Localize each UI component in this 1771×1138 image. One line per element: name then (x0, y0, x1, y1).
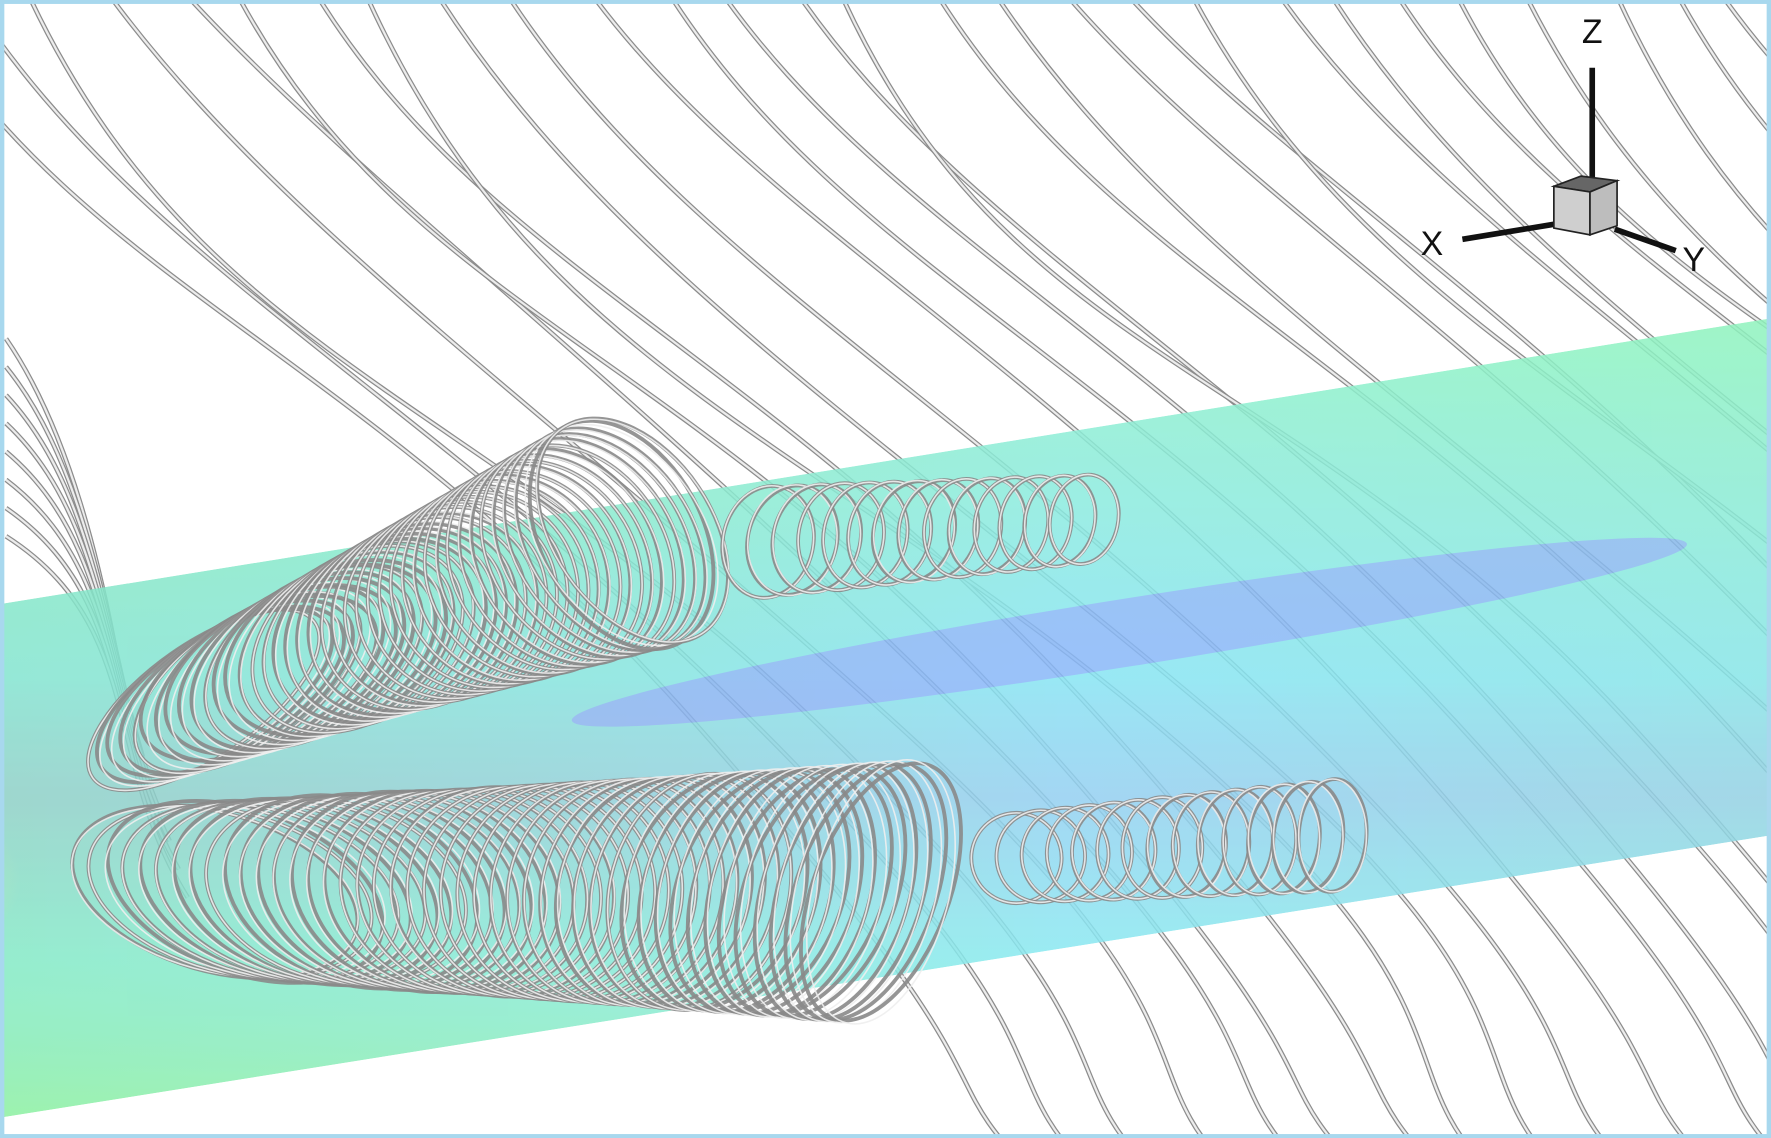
vortex-loop-highlight (535, 418, 730, 643)
y-axis-label: Y (1683, 241, 1706, 279)
vortex-loop-highlight (789, 760, 943, 1024)
vortex-loop-highlight (805, 759, 957, 1025)
vortex-loop-highlight (1071, 801, 1157, 901)
vortex-loop-highlight (721, 484, 815, 599)
vortex-loop-highlight (847, 480, 932, 586)
vortex-loop-highlight (1046, 804, 1133, 902)
vortex-loop-highlight (513, 429, 708, 650)
vortex-loop-highlight (423, 470, 622, 678)
streamline-highlight (1526, 0, 1771, 307)
vortex-loop-highlight (872, 479, 956, 584)
vortex-loop-highlight (772, 483, 862, 594)
streamline-highlight (1458, 0, 1771, 331)
vortex-loop-highlight (305, 792, 548, 992)
streamline-highlight (1193, 0, 1771, 546)
vortex-loop-highlight (746, 484, 838, 597)
vortex-loop-highlight (1297, 778, 1368, 893)
streamline-highlight (1069, 0, 1771, 640)
vortex-loop-highlight (1049, 473, 1120, 565)
vortex-loop-highlight (1222, 786, 1297, 896)
vortex-loop-highlight (1121, 796, 1204, 899)
vortex-loop-highlight (272, 794, 521, 990)
y-axis-line (1613, 226, 1677, 254)
streamline-highlight (1281, 0, 1771, 455)
x-axis-label: X (1421, 225, 1444, 263)
vortex-loop-highlight (1272, 780, 1344, 894)
vortex-loop-highlight (389, 787, 616, 997)
vortex-loop-highlight (1146, 793, 1227, 898)
vortex-loop-highlight (1023, 474, 1096, 568)
vortex-loop-highlight (491, 439, 687, 657)
vortex-tubes (70, 416, 1369, 1025)
vortex-loop-highlight (973, 476, 1049, 573)
vortex-loop-highlight (822, 481, 909, 589)
cube-side (1589, 179, 1618, 237)
vortex-loop-highlight (70, 805, 359, 978)
vortex-loop-highlight (797, 482, 885, 592)
z-axis-label: Z (1582, 13, 1603, 51)
vortex-loop-highlight (456, 782, 670, 1002)
vortex-loop-highlight (1096, 799, 1180, 900)
vortex-loop-highlight (289, 793, 535, 991)
vortex-loop-highlight (188, 799, 454, 985)
vortex-loop-highlight (772, 761, 929, 1023)
vortex-loop-highlight (898, 478, 979, 581)
cube-front (1553, 185, 1591, 236)
vortex-loop-highlight (995, 809, 1086, 904)
vortex-loop-highlight (473, 781, 684, 1003)
axis-triad: Z X Y (1421, 13, 1706, 279)
streamline-highlight (1332, 0, 1771, 438)
x-axis-line (1461, 220, 1559, 243)
vortex-loop-highlight (1020, 806, 1110, 903)
vortex-loop-highlight (970, 812, 1063, 904)
vortex-loop-highlight (1247, 783, 1321, 895)
vortex-loop-highlight (524, 423, 719, 647)
vortex-loop-highlight (998, 475, 1073, 571)
vortex-loop-highlight (356, 789, 589, 995)
vortex-loop-highlight (372, 788, 602, 996)
vortex-loop-highlight (138, 802, 413, 982)
